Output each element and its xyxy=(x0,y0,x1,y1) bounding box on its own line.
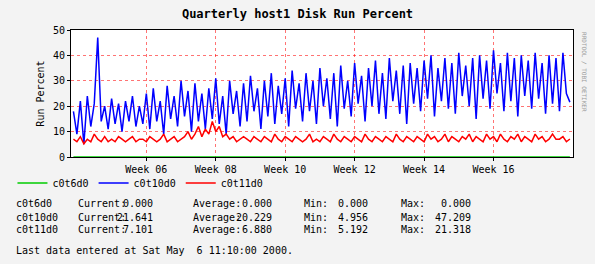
svg-text:RRDTOOL / TOBI OETIKER: RRDTOOL / TOBI OETIKER xyxy=(581,32,588,112)
svg-text:20.229: 20.229 xyxy=(236,212,272,223)
svg-text:21.318: 21.318 xyxy=(435,224,471,235)
svg-text:47.209: 47.209 xyxy=(435,212,471,223)
svg-text:0.000: 0.000 xyxy=(123,198,153,209)
svg-text:Max:: Max: xyxy=(401,198,425,209)
svg-text:Max:: Max: xyxy=(401,224,425,235)
svg-text:Week 16: Week 16 xyxy=(472,164,514,175)
svg-text:Average:: Average: xyxy=(193,224,241,235)
svg-text:c0t10d0: c0t10d0 xyxy=(134,178,176,189)
svg-text:c0t11d0: c0t11d0 xyxy=(221,178,263,189)
svg-text:c0t10d0: c0t10d0 xyxy=(16,212,58,223)
svg-text:0.000: 0.000 xyxy=(441,198,471,209)
svg-text:Min:: Min: xyxy=(304,224,328,235)
svg-text:Min:: Min: xyxy=(304,198,328,209)
svg-text:Week 14: Week 14 xyxy=(403,164,445,175)
svg-text:7.101: 7.101 xyxy=(123,224,153,235)
svg-text:Run Percent: Run Percent xyxy=(35,60,46,126)
svg-text:30: 30 xyxy=(53,75,65,86)
svg-text:Current:: Current: xyxy=(78,198,126,209)
svg-text:Week 12: Week 12 xyxy=(334,164,376,175)
svg-text:Week 08: Week 08 xyxy=(195,164,237,175)
svg-text:Last data entered at Sat May: Last data entered at Sat May 6 11:10:00 … xyxy=(16,245,293,256)
svg-text:21.641: 21.641 xyxy=(117,212,153,223)
svg-text:Max:: Max: xyxy=(401,212,425,223)
svg-text:Average:: Average: xyxy=(193,198,241,209)
svg-text:40: 40 xyxy=(53,50,65,61)
svg-text:5.192: 5.192 xyxy=(338,224,368,235)
svg-text:4.956: 4.956 xyxy=(338,212,368,223)
svg-text:c0t6d0: c0t6d0 xyxy=(52,178,88,189)
svg-text:10: 10 xyxy=(53,126,65,137)
svg-text:0.000: 0.000 xyxy=(242,198,272,209)
svg-text:c0t11d0: c0t11d0 xyxy=(16,224,58,235)
svg-text:0.000: 0.000 xyxy=(338,198,368,209)
svg-text:50: 50 xyxy=(53,25,65,36)
svg-text:0: 0 xyxy=(59,152,65,163)
svg-text:Quarterly host1 Disk Run Perce: Quarterly host1 Disk Run Percent xyxy=(182,7,413,21)
svg-text:c0t6d0: c0t6d0 xyxy=(16,198,52,209)
svg-text:Current:: Current: xyxy=(78,212,126,223)
svg-text:20: 20 xyxy=(53,101,65,112)
svg-text:Current:: Current: xyxy=(78,224,126,235)
svg-text:6.880: 6.880 xyxy=(242,224,272,235)
svg-text:Week 06: Week 06 xyxy=(125,164,167,175)
svg-text:Week 10: Week 10 xyxy=(264,164,306,175)
svg-text:Average:: Average: xyxy=(193,212,241,223)
svg-text:Min:: Min: xyxy=(304,212,328,223)
